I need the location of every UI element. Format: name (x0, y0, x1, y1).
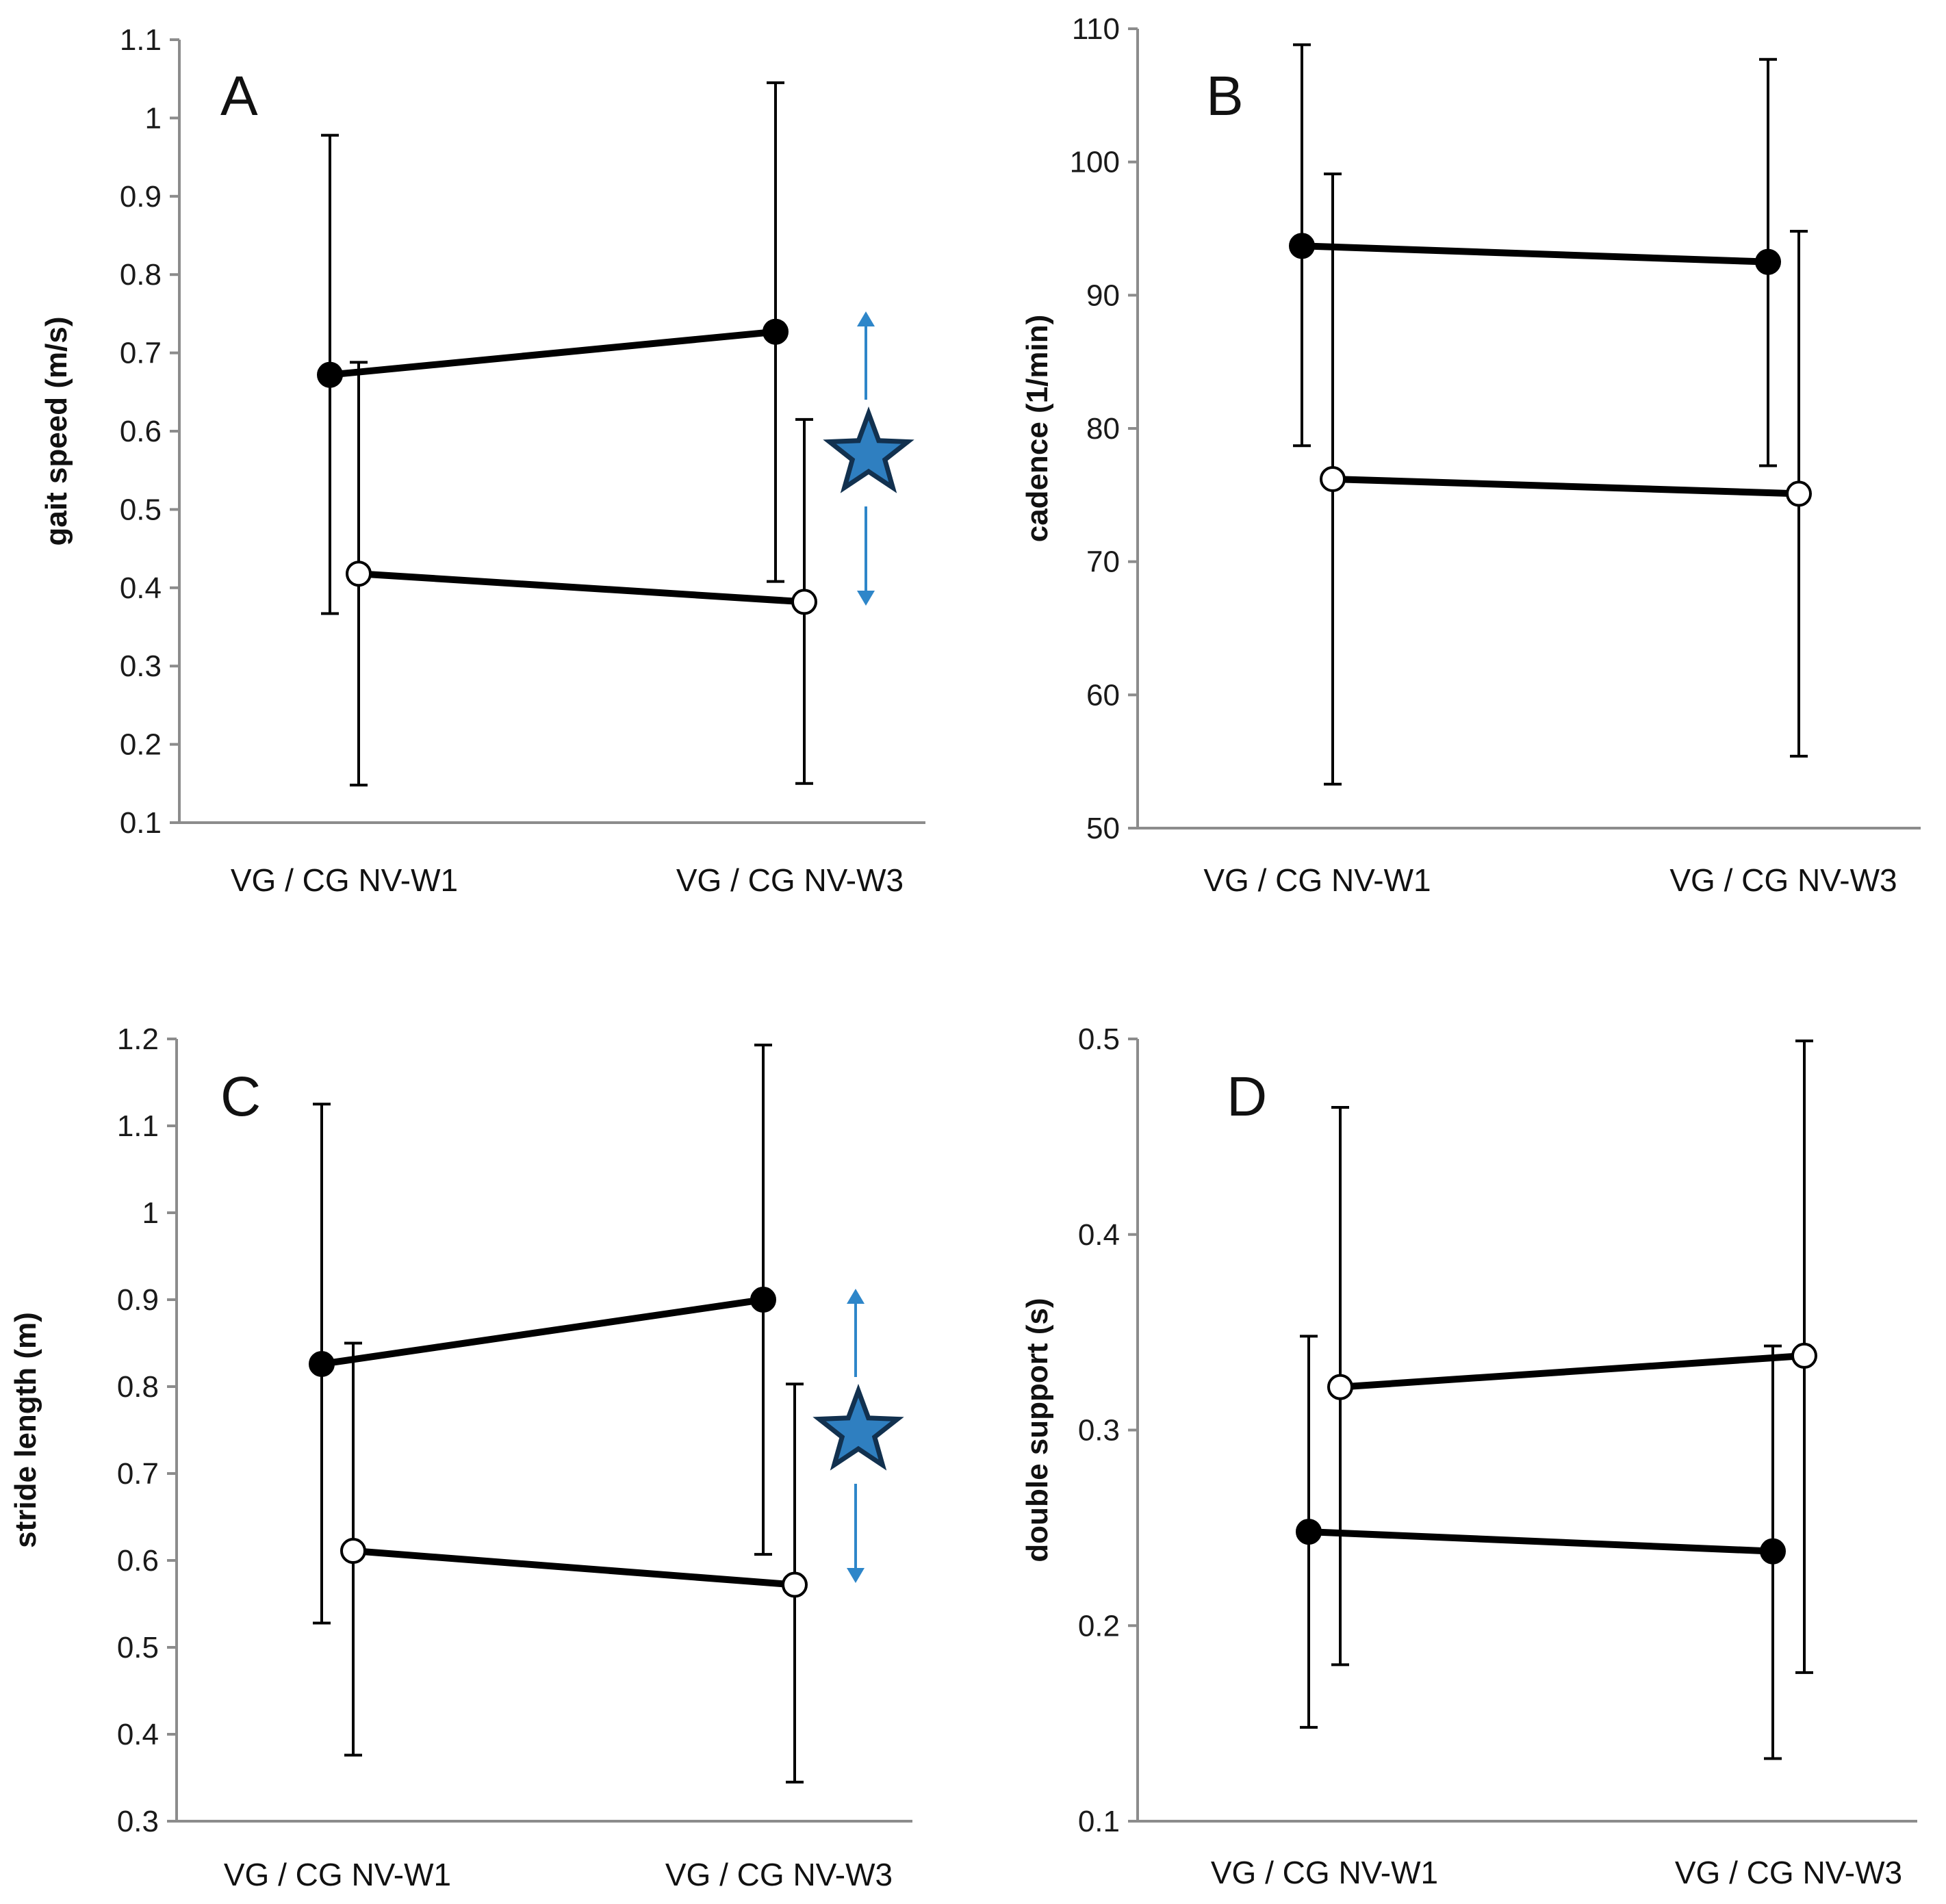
y-tick-label: 1.2 (117, 1022, 159, 1056)
y-tick-label: 60 (1086, 678, 1120, 712)
y-tick-label: 70 (1086, 545, 1120, 579)
y-tick-label: 1.1 (120, 23, 162, 57)
data-point-vg (1289, 233, 1315, 259)
y-tick-label: 0.8 (117, 1370, 159, 1404)
panel-letter: D (1227, 1066, 1267, 1128)
panel-letter: C (220, 1066, 261, 1128)
star-icon (812, 1383, 904, 1471)
series-line-vg (318, 1296, 767, 1367)
x-category-label: VG / CG NV-W3 (665, 1857, 893, 1892)
panel-letter: B (1206, 65, 1244, 127)
y-tick-label: 100 (1070, 146, 1120, 179)
x-category-label: VG / CG NV-W1 (1203, 862, 1431, 898)
data-point-cg (1320, 465, 1346, 492)
y-tick-label: 0.1 (120, 806, 162, 840)
chart-panel-b: 50 60 70 80 90 100 110 cadence (1/min) B VG / CG … (1021, 12, 1921, 898)
y-tick-label: 50 (1086, 812, 1120, 845)
y-tick-label: 0.5 (120, 493, 162, 526)
data-point-vg (763, 318, 789, 345)
series-line-cg (350, 1547, 798, 1588)
series-line-vg (1298, 242, 1771, 266)
y-tick-label: 0.8 (120, 258, 162, 292)
y-tick-label: 0.5 (117, 1631, 159, 1664)
data-point-cg (791, 589, 817, 615)
x-category-label: VG / CG NV-W1 (224, 1857, 451, 1892)
significance-marker (823, 311, 914, 606)
series-line-cg (1337, 1352, 1808, 1391)
data-point-cg (1786, 480, 1812, 507)
chart-panel-c: 0.3 0.4 0.5 0.6 0.7 0.8 0.9 1 1.1 1.2 stride lengt… (9, 1022, 912, 1892)
y-tick-label: 0.4 (1078, 1218, 1120, 1252)
series-line-vg (1305, 1528, 1776, 1555)
y-tick-label: 1.1 (117, 1109, 159, 1143)
data-point-cg (1327, 1374, 1353, 1400)
arrow-up-icon (857, 311, 875, 326)
series-line-vg (327, 328, 779, 378)
y-axis-title: gait speed (m/s) (40, 317, 73, 546)
arrow-down-icon (847, 1568, 865, 1583)
arrow-up-icon (847, 1289, 865, 1304)
x-category-label: VG / CG NV-W3 (1669, 862, 1897, 898)
y-axis-title: cadence (1/min) (1021, 315, 1054, 543)
y-tick-label: 1 (142, 1196, 159, 1230)
data-point-vg (1296, 1519, 1322, 1545)
y-tick-label: 0.2 (1078, 1609, 1120, 1643)
y-tick-label: 1 (145, 101, 162, 135)
y-tick-label: 0.5 (1078, 1022, 1120, 1056)
x-category-label: VG / CG NV-W3 (676, 862, 904, 898)
y-tick-label: 80 (1086, 412, 1120, 446)
y-tick-label: 0.3 (120, 649, 162, 683)
y-tick-label: 0.4 (120, 571, 162, 605)
chart-panel-a: 0.1 0.2 0.3 0.4 0.5 0.6 0.7 0.8 0.9 1 1.1 gait spee… (40, 23, 925, 898)
data-point-vg (309, 1350, 335, 1377)
y-tick-label: 0.9 (117, 1283, 159, 1317)
series-line-cg (355, 570, 808, 606)
data-point-cg (782, 1571, 808, 1598)
y-tick-label: 0.7 (117, 1457, 159, 1491)
data-point-vg (317, 361, 343, 388)
data-point-cg (1791, 1342, 1817, 1369)
y-tick-label: 0.2 (120, 728, 162, 762)
y-axis-title: stride length (m) (9, 1312, 42, 1548)
y-tick-label: 0.7 (120, 337, 162, 370)
y-tick-label: 0.9 (120, 180, 162, 214)
significance-marker (812, 1289, 904, 1583)
data-point-cg (340, 1538, 366, 1565)
chart-panel-d: 0.1 0.2 0.3 0.4 0.5 double support (s) D VG / C… (1021, 1022, 1917, 1890)
data-point-vg (750, 1287, 776, 1313)
star-icon (823, 406, 914, 493)
y-tick-label: 0.3 (1078, 1414, 1120, 1448)
data-point-cg (346, 561, 372, 587)
y-tick-label: 0.6 (117, 1544, 159, 1578)
x-category-label: VG / CG NV-W3 (1675, 1855, 1902, 1890)
data-point-vg (1760, 1538, 1786, 1565)
x-category-label: VG / CG NV-W1 (1211, 1855, 1438, 1890)
data-point-vg (1755, 248, 1781, 275)
y-tick-label: 0.1 (1078, 1805, 1120, 1838)
x-category-label: VG / CG NV-W1 (231, 862, 458, 898)
arrow-down-icon (857, 591, 875, 606)
series-line-cg (1329, 475, 1802, 498)
panel-letter: A (220, 65, 258, 127)
y-tick-label: 110 (1072, 12, 1120, 46)
y-tick-label: 0.6 (120, 415, 162, 448)
y-tick-label: 0.4 (117, 1718, 159, 1751)
y-tick-label: 0.3 (117, 1805, 159, 1838)
y-tick-label: 90 (1086, 279, 1120, 312)
y-axis-title: double support (s) (1021, 1298, 1054, 1562)
